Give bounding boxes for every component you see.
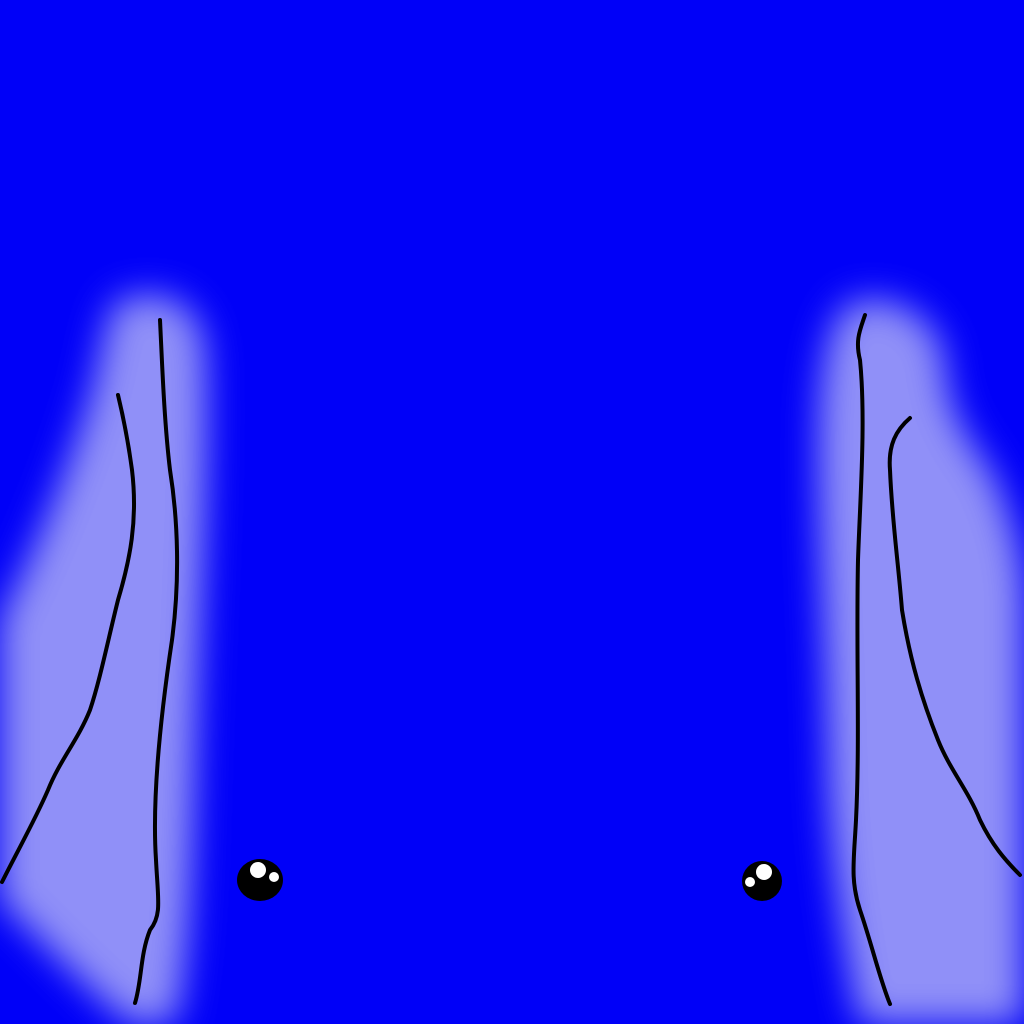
left-eye-highlight-large bbox=[250, 862, 266, 878]
left-eye-ball bbox=[237, 859, 283, 901]
right-eye-highlight-large bbox=[756, 864, 772, 880]
right-line bbox=[851, 313, 1022, 1006]
right-outer-line bbox=[887, 416, 1022, 877]
right-inner-line bbox=[851, 313, 892, 1006]
left-eye-highlight-small bbox=[269, 872, 279, 882]
right-eye-highlight-small bbox=[745, 877, 755, 887]
left-outer-line bbox=[0, 393, 137, 884]
right-eye-ball bbox=[742, 861, 782, 901]
left-inner-line bbox=[133, 318, 180, 1005]
right-light-patch bbox=[818, 299, 1024, 1024]
right-eye bbox=[742, 861, 782, 901]
left-line bbox=[0, 318, 180, 1005]
left-eye bbox=[237, 859, 283, 901]
